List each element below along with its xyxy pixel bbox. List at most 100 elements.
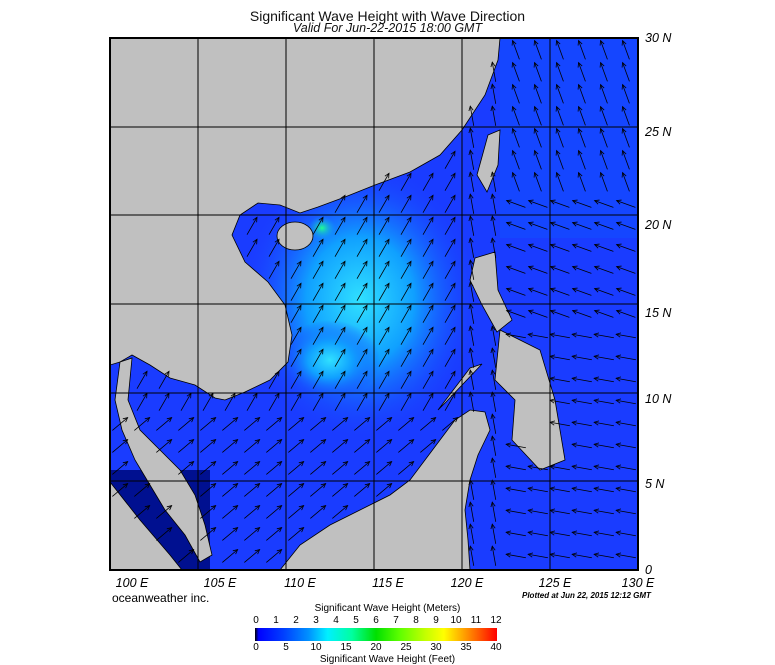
wave-direction-arrow <box>290 304 302 323</box>
wave-direction-arrow <box>356 304 368 323</box>
wave-direction-arrow <box>615 552 636 559</box>
wave-direction-arrow <box>468 259 475 280</box>
wave-direction-arrow <box>288 416 305 431</box>
valid-time-subtitle: Valid For Jun-22-2015 18:00 GMT <box>292 21 483 35</box>
wave-direction-arrow <box>615 332 636 339</box>
wave-direction-arrow <box>593 332 614 339</box>
wave-direction-arrow <box>422 260 434 279</box>
wave-direction-arrow <box>156 526 173 541</box>
wave-direction-arrow <box>490 523 497 544</box>
wave-direction-arrow <box>288 526 305 541</box>
wave-direction-arrow <box>200 460 217 475</box>
wave-direction-arrow <box>200 416 217 431</box>
wave-direction-arrow <box>505 442 526 449</box>
wave-direction-arrow <box>490 83 497 104</box>
wave-direction-arrow <box>527 309 548 318</box>
wave-direction-arrow <box>376 416 393 431</box>
wave-direction-arrow <box>490 171 497 192</box>
wave-direction-arrow <box>444 326 456 345</box>
wave-direction-arrow <box>599 39 608 60</box>
wave-direction-arrow <box>615 199 636 208</box>
wave-direction-arrow <box>266 482 283 497</box>
wave-direction-arrow <box>354 416 371 431</box>
wave-direction-arrow <box>593 265 614 274</box>
colorbar-tick-label: 0 <box>253 642 259 653</box>
wave-direction-arrow <box>378 260 390 279</box>
wave-direction-arrow <box>266 504 283 519</box>
wave-direction-arrow <box>571 199 592 208</box>
wave-direction-arrow <box>400 260 412 279</box>
colorbar-tick-label: 20 <box>370 642 382 653</box>
colorbar-tick-label: 12 <box>490 615 502 626</box>
credit-text: oceanweather inc. <box>112 591 210 605</box>
wave-direction-arrow <box>505 309 526 318</box>
wave-direction-arrow <box>490 61 497 82</box>
wave-direction-arrow <box>615 530 636 537</box>
wave-direction-arrow <box>422 348 434 367</box>
wave-direction-arrow <box>444 348 456 367</box>
wave-direction-arrow <box>268 370 280 389</box>
wave-direction-arrow <box>134 504 151 519</box>
wave-direction-arrow <box>468 105 475 126</box>
colorbar-tick-label: 0 <box>253 615 259 626</box>
wave-direction-arrow <box>468 347 475 368</box>
wave-direction-arrow <box>505 530 526 537</box>
wave-direction-arrow <box>593 221 614 230</box>
wave-direction-arrow <box>378 238 390 257</box>
land-masses <box>110 38 566 570</box>
colorbar-tick-label: 25 <box>400 642 412 653</box>
wave-direction-arrow <box>571 354 592 361</box>
wave-direction-arrow <box>334 370 346 389</box>
colorbar-tick-label: 10 <box>450 615 462 626</box>
wave-direction-arrow <box>422 172 434 191</box>
asia-mainland <box>110 38 501 401</box>
wave-direction-arrow <box>571 265 592 274</box>
wave-direction-arrow <box>444 194 456 213</box>
wave-direction-arrow <box>398 416 415 431</box>
wave-direction-arrow <box>422 238 434 257</box>
wave-direction-arrow <box>400 194 412 213</box>
wave-direction-arrow <box>400 370 412 389</box>
wave-direction-arrow <box>571 464 592 471</box>
wave-direction-arrow <box>555 105 564 126</box>
wave-direction-arrow <box>533 105 542 126</box>
wave-direction-arrow <box>593 420 614 427</box>
wave-direction-arrow <box>571 287 592 296</box>
wave-direction-arrow <box>527 464 548 471</box>
wave-direction-arrow <box>156 504 173 519</box>
wave-direction-arrow <box>312 326 324 345</box>
wave-direction-arrow <box>310 504 327 519</box>
wave-direction-arrow <box>310 438 327 453</box>
wave-direction-arrow <box>288 482 305 497</box>
wave-direction-arrow <box>400 172 412 191</box>
wave-direction-arrow <box>378 370 390 389</box>
wave-direction-arrow <box>200 526 217 541</box>
wave-direction-arrow <box>505 287 526 296</box>
wave-direction-arrow <box>222 438 239 453</box>
wave-direction-arrow <box>490 325 497 346</box>
wave-direction-arrow <box>533 61 542 82</box>
wave-direction-arrow <box>266 438 283 453</box>
wave-direction-arrow <box>200 438 217 453</box>
wave-direction-arrow <box>615 243 636 252</box>
wave-direction-arrow <box>444 370 456 389</box>
wave-direction-arrow <box>490 501 497 522</box>
wave-direction-arrow <box>549 199 570 208</box>
wave-direction-arrow <box>356 370 368 389</box>
wave-direction-arrow <box>555 149 564 170</box>
wave-direction-arrow <box>505 552 526 559</box>
wave-direction-arrow <box>490 237 497 258</box>
wave-direction-arrow <box>615 265 636 274</box>
wave-direction-arrow <box>246 216 258 235</box>
wave-direction-arrow <box>615 486 636 493</box>
wave-direction-arrow <box>222 460 239 475</box>
wave-direction-arrow <box>244 504 261 519</box>
wave-direction-arrow <box>490 391 497 412</box>
wave-direction-arrow <box>577 171 586 192</box>
wave-direction-arrow <box>490 347 497 368</box>
lat-label: 0 <box>645 563 652 577</box>
wave-direction-arrow <box>334 260 346 279</box>
colorbar-tick-label: 40 <box>490 642 502 653</box>
wave-direction-arrow <box>511 171 520 192</box>
wave-direction-arrow <box>312 304 324 323</box>
